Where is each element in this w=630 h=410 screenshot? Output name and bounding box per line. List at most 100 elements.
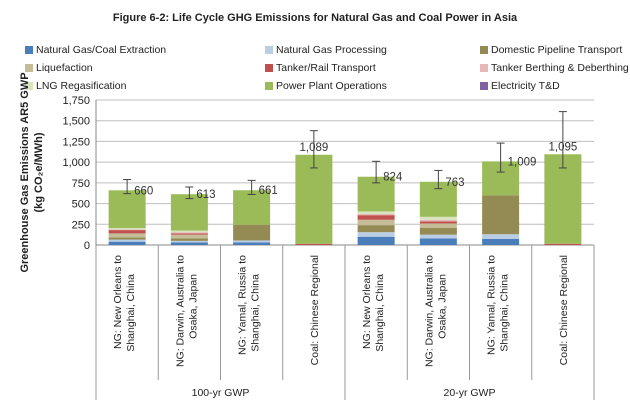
bar-segment — [108, 228, 146, 230]
bar-segment — [357, 213, 395, 216]
legend-item: Tanker/Rail Transport — [265, 62, 376, 74]
data-label: 613 — [196, 189, 215, 201]
category-label-line: NG: Darwin, Australia to — [174, 255, 186, 367]
bar-segment — [170, 234, 208, 239]
group-label: 100-yr GWP — [192, 387, 250, 399]
bar-segment — [419, 221, 457, 224]
category-label-line: NG: New Orleans to — [112, 255, 124, 349]
category-label-line: Osaka, Japan — [436, 274, 448, 339]
chart-title: Figure 6-2: Life Cycle GHG Emissions for… — [112, 12, 518, 24]
group-label: 20-yr GWP — [444, 387, 496, 399]
bar-segment — [170, 238, 208, 241]
legend-swatch — [480, 82, 488, 90]
y-axis-label: Greenhouse Gas Emissions AR5 GWP (kg CO₂e… — [19, 72, 45, 272]
bar-segment — [482, 195, 520, 235]
legend-swatch — [25, 64, 33, 72]
data-label: 824 — [383, 172, 403, 184]
bar-segment — [357, 219, 395, 226]
legend-label: Natural Gas/Coal Extraction — [36, 44, 167, 56]
legend-item: LNG Regasification — [25, 80, 126, 92]
legend-item: Liquefaction — [25, 62, 93, 74]
bar-segment — [419, 216, 457, 220]
bar-segment — [357, 232, 395, 237]
y-tick-label: 1,750 — [62, 95, 90, 107]
legend-swatch — [265, 82, 273, 90]
legend-label: Liquefaction — [36, 62, 93, 74]
bar-segment — [170, 194, 208, 231]
category-label: Coal: Chinese Regional — [309, 255, 321, 365]
legend-swatch — [265, 46, 273, 54]
bar-segment — [170, 230, 208, 233]
y-tick-label: 500 — [72, 199, 90, 211]
legend-label: Tanker/Rail Transport — [276, 62, 376, 74]
legend-swatch — [265, 64, 273, 72]
category-label-line: Coal: Chinese Regional — [558, 255, 570, 365]
data-label: 661 — [259, 185, 278, 197]
bar-segment — [295, 243, 333, 245]
category-label: NG: New Orleans to Shanghai, China — [361, 255, 386, 352]
bar-segment — [170, 240, 208, 243]
bar-segment — [357, 236, 395, 245]
bar-segment — [108, 190, 146, 229]
bar-segment — [419, 228, 457, 235]
data-label: 763 — [445, 177, 464, 189]
bar-segment — [482, 234, 520, 239]
legend-swatch — [480, 64, 488, 72]
y-axis-label-line: Greenhouse Gas Emissions AR5 GWP — [19, 72, 31, 272]
category-label-line: Shanghai, China — [125, 274, 137, 352]
y-tick-label: 1,000 — [62, 157, 90, 169]
bar-segment — [357, 225, 395, 233]
y-tick-label: 250 — [72, 219, 90, 231]
bar-segment — [295, 154, 333, 244]
y-tick-label: 1,250 — [62, 136, 90, 148]
category-label: NG: New Orleans to Shanghai, China — [112, 255, 137, 352]
legend-label: Domestic Pipeline Transport — [491, 44, 623, 56]
legend-item: Tanker Berthing & Deberthing — [480, 62, 629, 74]
y-tick-label: 1,500 — [62, 116, 90, 128]
category-label-line: Shanghai, China — [499, 274, 511, 352]
legend-item: Power Plant Operations — [265, 80, 387, 92]
category-label-line: Osaka, Japan — [187, 274, 199, 339]
bar-segment — [419, 238, 457, 245]
legend-label: Tanker Berthing & Deberthing — [491, 62, 629, 74]
data-label: 1,095 — [548, 141, 577, 153]
bar-segment — [419, 234, 457, 239]
bar-segment — [357, 215, 395, 220]
legend-label: Power Plant Operations — [276, 80, 387, 92]
legend-item: Electricity T&D — [480, 80, 560, 92]
category-label-line: NG: New Orleans to — [361, 255, 373, 349]
legend-swatch — [25, 82, 33, 90]
bar-segment — [233, 242, 271, 245]
legend-item: Domestic Pipeline Transport — [480, 44, 622, 56]
bar-segment — [482, 238, 520, 245]
y-tick-label: 0 — [84, 240, 90, 252]
bar-segment — [108, 230, 146, 234]
legend-label: Electricity T&D — [491, 80, 560, 92]
bar-segment — [170, 233, 208, 235]
bar-segment — [233, 190, 271, 225]
bar-segment — [170, 232, 208, 234]
bar-segment — [233, 240, 271, 243]
category-label: NG: Yamal, Russia to Shanghai, China — [486, 255, 511, 355]
bar-segment — [357, 211, 395, 214]
bar-segment — [419, 219, 457, 222]
category-label-line: NG: Darwin, Australia to — [423, 255, 435, 367]
legend-item: Natural Gas/Coal Extraction — [25, 44, 166, 56]
bar-segment — [108, 237, 146, 240]
legend-label: Natural Gas Processing — [276, 44, 387, 56]
bar-segment — [419, 223, 457, 229]
legend-item: Natural Gas Processing — [265, 44, 387, 56]
category-label: NG: Yamal, Russia to Shanghai, China — [237, 255, 262, 355]
bar-segment — [170, 242, 208, 245]
category-label-line: NG: Yamal, Russia to — [237, 255, 249, 355]
y-axis-label-line: (kg CO₂e/MWh) — [33, 132, 45, 212]
bar-segment — [108, 239, 146, 242]
category-label-line: Coal: Chinese Regional — [309, 255, 321, 365]
legend-label: LNG Regasification — [36, 80, 127, 92]
bar-segment — [544, 154, 582, 244]
category-label: Coal: Chinese Regional — [558, 255, 570, 365]
bar-segment — [233, 224, 271, 241]
category-label: NG: Darwin, Australia to Osaka, Japan — [174, 255, 199, 367]
data-label: 1,009 — [508, 156, 537, 168]
